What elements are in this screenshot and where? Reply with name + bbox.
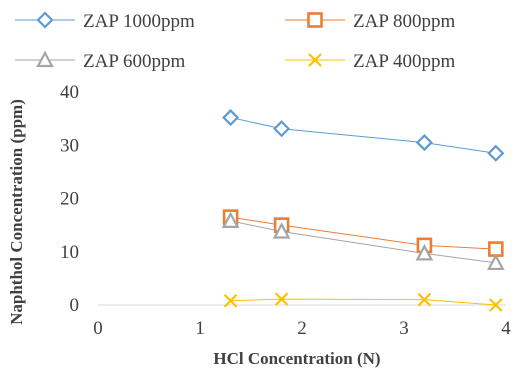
y-tick-label: 10 — [60, 242, 79, 263]
series-triangle — [221, 211, 505, 271]
data-point — [223, 293, 238, 308]
data-point — [272, 222, 291, 239]
y-tick-label: 40 — [60, 82, 79, 103]
series-line — [230, 298, 496, 306]
series-x — [223, 292, 503, 312]
y-tick-label: 30 — [60, 135, 79, 156]
data-point — [487, 144, 505, 162]
data-point — [417, 292, 432, 307]
legend-item: ZAP 800ppm — [285, 11, 455, 32]
plot-area — [221, 109, 505, 312]
data-point — [221, 211, 240, 228]
y-axis-title: Naphthol Concentration (ppm) — [7, 99, 26, 325]
x-tick-label: 2 — [297, 318, 307, 339]
series-square — [222, 209, 504, 257]
x-tick-label: 4 — [501, 318, 511, 339]
y-tick-label: 20 — [60, 189, 79, 210]
legend-marker — [36, 11, 54, 29]
legend-label: ZAP 400ppm — [353, 51, 455, 72]
legend-label: ZAP 800ppm — [353, 11, 455, 32]
data-point — [415, 244, 434, 261]
legend: ZAP 1000ppm ZAP 800ppm ZAP 600ppm ZAP 400pp… — [15, 11, 455, 72]
data-point — [273, 120, 291, 138]
legend-marker — [307, 12, 323, 28]
legend-marker — [36, 50, 54, 68]
data-point — [274, 292, 289, 306]
legend-marker — [308, 53, 322, 67]
y-tick-label: 0 — [70, 295, 80, 316]
legend-item: ZAP 600ppm — [15, 50, 185, 72]
legend-item: ZAP 400ppm — [285, 51, 455, 72]
legend-label: ZAP 600ppm — [83, 51, 185, 72]
series-line — [230, 220, 496, 264]
x-tick-label: 1 — [195, 318, 205, 339]
x-tick-label: 0 — [93, 318, 103, 339]
series-line — [230, 216, 496, 250]
data-point — [415, 134, 433, 152]
series-line — [230, 117, 496, 154]
legend-item: ZAP 1000ppm — [15, 11, 195, 32]
x-axis-title: HCl Concentration (N) — [213, 349, 380, 368]
legend-label: ZAP 1000ppm — [83, 11, 195, 32]
x-tick-label: 3 — [399, 318, 409, 339]
data-point — [222, 109, 240, 127]
data-point — [486, 253, 505, 271]
series-diamond — [222, 109, 505, 162]
data-point — [489, 298, 503, 312]
